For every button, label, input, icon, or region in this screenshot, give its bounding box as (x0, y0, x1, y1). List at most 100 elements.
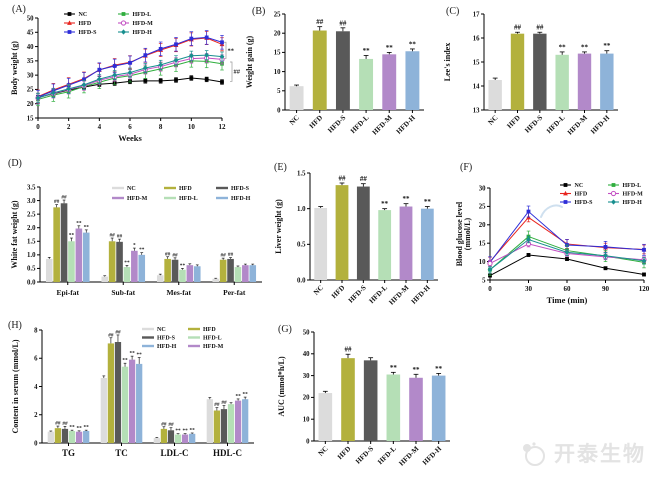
svg-text:Sub-fat: Sub-fat (111, 288, 135, 297)
svg-text:HFD: HFD (336, 445, 352, 461)
svg-text:##: ## (165, 251, 171, 257)
svg-text:3.5: 3.5 (27, 184, 36, 191)
svg-text:*: * (133, 243, 136, 249)
svg-text:Body weight (g): Body weight (g) (10, 41, 19, 95)
svg-text:45: 45 (27, 30, 34, 37)
svg-text:**: ** (69, 425, 75, 431)
svg-text:##: ## (221, 400, 227, 406)
svg-text:15: 15 (27, 115, 34, 122)
panel-label-G: (G) (278, 324, 292, 335)
svg-text:NC: NC (575, 183, 584, 189)
lees-index-bar-chart: 13 14 15 16 17 Lee's index NC ## HFD ## HFD-S ** HFD… (443, 11, 618, 137)
watermark: 开泰生物 (520, 438, 646, 468)
svg-text:12: 12 (219, 123, 227, 131)
svg-text:HFD-M: HFD-M (388, 284, 411, 307)
svg-text:**: ** (139, 247, 145, 253)
svg-text:10: 10 (303, 417, 310, 424)
svg-text:LDL-C: LDL-C (160, 448, 188, 458)
svg-text:##: ## (161, 421, 167, 427)
svg-text:25: 25 (479, 204, 486, 211)
svg-text:##: ## (61, 195, 67, 201)
svg-text:HFD-L: HFD-L (368, 284, 390, 306)
svg-text:40: 40 (303, 351, 310, 358)
svg-text:50: 50 (303, 329, 310, 336)
svg-text:Liver weight (g): Liver weight (g) (274, 199, 283, 254)
svg-text:HFD-M: HFD-M (133, 21, 154, 27)
panel-H: 0 2 4 6 8 Content in serum (mmol/L) ## ## ## ## ##… (8, 316, 258, 474)
svg-text:13: 13 (473, 107, 480, 114)
svg-text:20: 20 (479, 222, 486, 229)
svg-text:0.0: 0.0 (297, 277, 306, 284)
svg-text:30: 30 (479, 185, 486, 192)
svg-text:HFD-L: HFD-L (133, 12, 152, 18)
svg-text:**: ** (581, 43, 589, 51)
svg-text:HFD: HFD (179, 186, 192, 192)
svg-text:**: ** (403, 195, 411, 203)
svg-text:HFD-L: HFD-L (376, 445, 398, 467)
svg-text:**: ** (175, 428, 181, 434)
svg-text:**: ** (190, 427, 196, 433)
svg-text:TC: TC (115, 448, 128, 458)
svg-text:**: ** (76, 220, 82, 226)
svg-text:60: 60 (564, 285, 572, 293)
svg-text:**: ** (235, 393, 241, 399)
svg-text:**: ** (381, 200, 389, 208)
svg-text:**: ** (76, 425, 82, 431)
panel-label-E: (E) (274, 162, 287, 173)
svg-text:2.0: 2.0 (27, 225, 36, 232)
svg-text:5: 5 (277, 88, 281, 95)
svg-text:##: ## (214, 402, 220, 408)
svg-text:HFD: HFD (79, 21, 92, 27)
svg-text:0.5: 0.5 (297, 242, 306, 249)
svg-text:8: 8 (159, 123, 163, 131)
white-fat-grouped-bar-chart: 0.0 0.5 1.0 1.5 2.0 2.5 3.0 3.5 White fat weight… (10, 184, 262, 297)
svg-text:1.0: 1.0 (297, 206, 306, 213)
svg-text:Time (min): Time (min) (547, 295, 588, 305)
svg-text:2: 2 (34, 412, 38, 419)
svg-text:**: ** (69, 233, 75, 239)
svg-text:HFD-L: HFD-L (545, 114, 567, 136)
svg-text:##: ## (339, 174, 347, 182)
svg-text:15: 15 (473, 59, 480, 66)
svg-text:HFD-M: HFD-M (623, 192, 644, 198)
svg-text:30: 30 (303, 373, 310, 380)
svg-text:HFD-S: HFD-S (157, 336, 176, 342)
svg-text:**: ** (182, 428, 188, 434)
svg-text:HFD-L: HFD-L (623, 183, 642, 189)
svg-text:##: ## (62, 421, 68, 427)
svg-text:10: 10 (188, 123, 196, 131)
svg-text:Content in serum (mmol/L): Content in serum (mmol/L) (11, 339, 20, 433)
svg-text:##: ## (228, 252, 234, 258)
svg-text:2: 2 (67, 123, 71, 131)
watermark-swirl (540, 204, 563, 218)
svg-text:HFD-H: HFD-H (231, 196, 251, 202)
svg-text:1.0: 1.0 (27, 252, 36, 259)
svg-text:**: ** (122, 358, 128, 364)
svg-text:Weight gain (g): Weight gain (g) (245, 35, 254, 88)
svg-text:Lee's index: Lee's index (443, 43, 452, 81)
svg-text:HFD-H: HFD-H (395, 113, 417, 135)
auc-bar-chart: 0 10 20 30 40 50 AUC (mmol*h/L) NC ## HFD HFD-S ** H… (277, 329, 450, 468)
weight-gain-bar-chart: 0 5 10 15 20 25 Weight gain (g) NC ## HFD ## HFD-S *… (245, 11, 424, 137)
svg-text:##: ## (168, 422, 174, 428)
svg-text:15: 15 (274, 50, 281, 57)
svg-text:**: ** (409, 40, 417, 48)
svg-text:1.5: 1.5 (27, 239, 36, 246)
svg-text:HFD: HFD (308, 114, 324, 130)
svg-text:**: ** (424, 198, 432, 206)
svg-text:HFD-S: HFD-S (79, 30, 98, 36)
svg-text:HFD-M: HFD-M (398, 445, 421, 468)
svg-text:0: 0 (306, 438, 310, 445)
body-weight-line-chart: 15 20 25 30 35 40 45 50 Body weight (g) 0 2 4 6 8 10 12… (10, 12, 241, 143)
svg-text:HFD: HFD (506, 114, 522, 130)
svg-text:**: ** (84, 425, 90, 431)
svg-text:##: ## (172, 252, 178, 258)
svg-text:120: 120 (639, 285, 650, 293)
watermark-text: 开泰生物 (554, 442, 646, 466)
svg-text:##: ## (234, 69, 241, 76)
svg-text:90: 90 (602, 285, 610, 293)
svg-text:HFD-M: HFD-M (127, 196, 148, 202)
svg-text:HFD-S: HFD-S (354, 445, 375, 466)
svg-text:##: ## (221, 253, 227, 259)
svg-text:HFD-S: HFD-S (231, 186, 250, 192)
